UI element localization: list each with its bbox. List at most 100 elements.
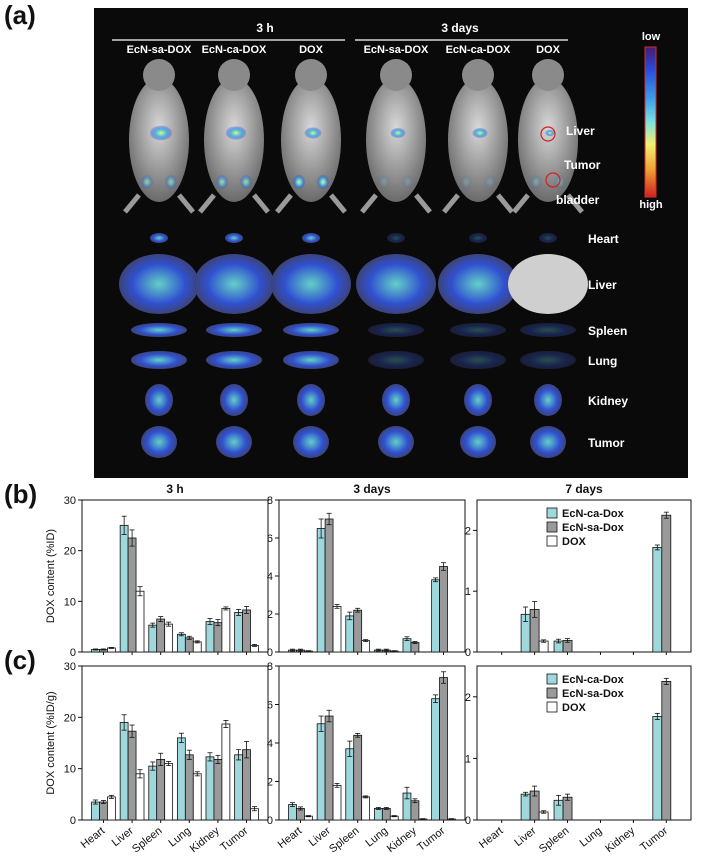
mouse-5	[442, 59, 514, 214]
organ-image	[530, 426, 566, 458]
x-tick-label: Tumor	[218, 825, 250, 854]
bar	[176, 737, 186, 821]
organ-image	[356, 254, 436, 314]
bar	[205, 621, 215, 653]
bar	[353, 734, 363, 821]
tumor-signal	[293, 175, 305, 189]
x-tick-label: Spleen	[327, 825, 361, 856]
bar	[373, 808, 383, 821]
mouse-6	[512, 59, 584, 214]
tumor-signal	[165, 175, 177, 189]
y-tick-label: 8	[267, 661, 273, 673]
bar	[91, 801, 100, 821]
organ-label: Liver	[588, 278, 617, 292]
organ-image	[119, 254, 199, 314]
liver-signal	[545, 129, 555, 137]
chart-1: 3 h 0 10 20 30 DOX content (%ID)	[45, 482, 269, 659]
organ-image	[283, 351, 339, 369]
y-tick-label: 2	[267, 609, 273, 621]
mouse-head	[143, 59, 175, 91]
y-tick-label: 6	[267, 700, 273, 712]
bar	[345, 615, 355, 653]
bar	[119, 524, 129, 653]
organ-image	[145, 384, 173, 416]
mouse-body	[204, 78, 264, 202]
tumor-signal	[460, 175, 472, 189]
liver-marker	[540, 126, 556, 142]
column-header: DOX	[299, 44, 324, 56]
legend-label: DOX	[562, 702, 587, 714]
intensity-scale-bar	[644, 46, 657, 198]
bar	[164, 623, 174, 653]
organ-image	[194, 254, 274, 314]
bar	[135, 590, 145, 653]
bar	[652, 547, 663, 653]
y-tick-label: 0	[465, 815, 471, 827]
bar	[316, 528, 326, 653]
bar	[381, 808, 391, 821]
column-header: EcN-sa-DOX	[364, 44, 429, 56]
column-header: EcN-ca-DOX	[202, 44, 267, 56]
bar	[520, 793, 531, 821]
organ-image	[438, 254, 518, 314]
y-tick-label: 10	[64, 764, 76, 776]
bar	[324, 715, 334, 821]
legend-swatch	[546, 521, 558, 533]
bar	[353, 609, 363, 653]
organ-image	[368, 323, 424, 337]
legend-label: EcN-ca-Dox	[562, 508, 625, 520]
bar	[156, 618, 166, 653]
mouse-body	[448, 78, 508, 202]
bar	[661, 514, 672, 653]
liver-signal	[149, 125, 173, 141]
y-tick-label: 0	[267, 647, 273, 659]
column-headers: EcN-sa-DOX EcN-ca-DOX DOX EcN-sa-DOX EcN-ca-…	[127, 44, 561, 56]
bar	[431, 579, 440, 653]
y-tick-label: 0	[465, 647, 471, 659]
legend-swatch	[546, 687, 558, 699]
mouse-head	[462, 59, 494, 91]
bar	[184, 637, 194, 653]
y-tick-label: 0	[70, 815, 76, 827]
panel-label-b: (b)	[4, 479, 37, 509]
mouse-2	[198, 59, 270, 214]
bar	[221, 723, 231, 821]
tumor-signal	[484, 175, 496, 189]
bar	[652, 716, 663, 821]
organ-image	[469, 233, 487, 243]
bar	[213, 759, 223, 821]
x-tick-label: Heart	[79, 825, 108, 851]
organ-image	[216, 426, 252, 458]
organ-label: Kidney	[588, 394, 628, 408]
bar	[148, 765, 158, 821]
bar	[361, 796, 371, 821]
mouse-legs	[512, 193, 584, 214]
x-tick-label: Heart	[477, 825, 506, 851]
bar	[439, 566, 448, 653]
y-axis-label: DOX content (%ID)	[45, 529, 57, 623]
y-tick-label: 20	[64, 546, 76, 558]
y-tick-label: 6	[267, 533, 273, 545]
bar	[192, 773, 202, 821]
organ-image	[450, 351, 506, 369]
legend-label: DOX	[562, 536, 587, 548]
organ-label: Spleen	[588, 324, 627, 338]
y-tick-label: 2	[267, 777, 273, 789]
bar	[119, 722, 129, 821]
bar	[332, 784, 342, 821]
y-tick-label: 20	[64, 712, 76, 724]
bar	[332, 606, 342, 653]
scale-label-low: low	[642, 31, 661, 43]
organ-image	[297, 384, 325, 416]
mouse-1	[123, 59, 195, 214]
column-header: DOX	[536, 44, 561, 56]
mouse-images	[123, 59, 584, 214]
y-tick-label: 0	[70, 647, 76, 659]
x-tick-label: Liver	[512, 825, 538, 849]
tumor-signal	[216, 175, 228, 189]
y-tick-label: 8	[267, 495, 273, 507]
mouse-head	[380, 59, 412, 91]
bar	[127, 730, 137, 821]
